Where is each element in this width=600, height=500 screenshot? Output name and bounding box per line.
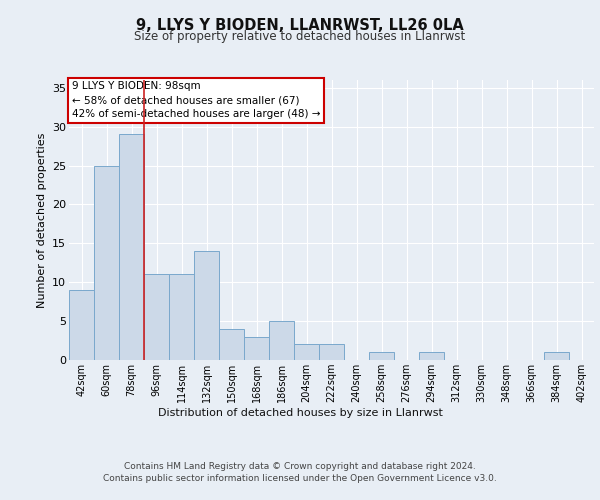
Bar [194, 251, 219, 360]
Bar [319, 344, 344, 360]
Bar [544, 352, 569, 360]
Text: 9, LLYS Y BIODEN, LLANRWST, LL26 0LA: 9, LLYS Y BIODEN, LLANRWST, LL26 0LA [136, 18, 464, 32]
Bar [94, 166, 119, 360]
Bar [294, 344, 319, 360]
Text: Contains HM Land Registry data © Crown copyright and database right 2024.
Contai: Contains HM Land Registry data © Crown c… [103, 462, 497, 483]
Bar [244, 336, 269, 360]
Text: 9 LLYS Y BIODEN: 98sqm
← 58% of detached houses are smaller (67)
42% of semi-det: 9 LLYS Y BIODEN: 98sqm ← 58% of detached… [71, 82, 320, 120]
Y-axis label: Number of detached properties: Number of detached properties [37, 132, 47, 308]
Bar [144, 274, 169, 360]
Bar [419, 352, 444, 360]
Bar [69, 290, 94, 360]
Text: Size of property relative to detached houses in Llanrwst: Size of property relative to detached ho… [134, 30, 466, 43]
Bar [269, 321, 294, 360]
Bar [219, 329, 244, 360]
Bar [169, 274, 194, 360]
Text: Distribution of detached houses by size in Llanrwst: Distribution of detached houses by size … [158, 408, 442, 418]
Bar [119, 134, 144, 360]
Bar [369, 352, 394, 360]
